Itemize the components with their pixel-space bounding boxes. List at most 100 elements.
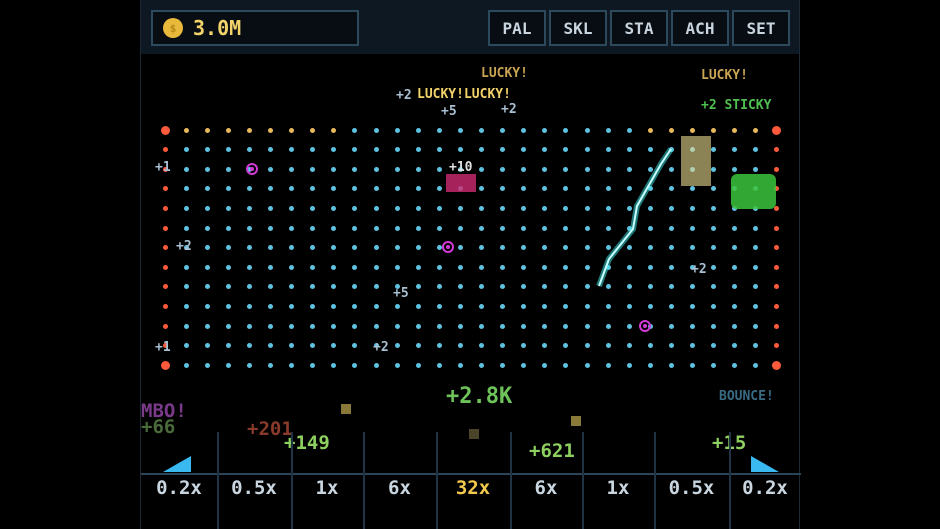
peg xyxy=(289,205,295,211)
peg xyxy=(373,166,379,172)
peg xyxy=(183,264,189,270)
peg xyxy=(394,225,400,231)
peg xyxy=(373,225,379,231)
edge-peg xyxy=(772,360,782,370)
peg xyxy=(605,147,611,153)
floating-text: LUCKY!LUCKY! xyxy=(417,87,511,102)
peg xyxy=(436,127,442,133)
peg xyxy=(584,166,590,172)
edge-peg xyxy=(162,225,168,231)
edge-peg xyxy=(774,225,780,231)
peg xyxy=(542,205,548,211)
peg xyxy=(732,264,738,270)
peg xyxy=(246,303,252,309)
peg xyxy=(753,362,759,368)
peg xyxy=(289,166,295,172)
peg xyxy=(331,245,337,251)
slot-separator xyxy=(436,432,438,529)
slot-separator xyxy=(291,432,293,529)
particle-cluster xyxy=(446,174,476,192)
peg xyxy=(500,225,506,231)
peg xyxy=(500,303,506,309)
peg xyxy=(711,284,717,290)
stats-button[interactable]: STA xyxy=(610,10,668,46)
peg xyxy=(647,343,653,349)
peg xyxy=(415,245,421,251)
palette-button[interactable]: PAL xyxy=(488,10,546,46)
floating-text: LUCKY! xyxy=(481,66,528,81)
peg xyxy=(394,303,400,309)
peg xyxy=(479,264,484,270)
floating-text: MBO! xyxy=(141,400,187,422)
peg xyxy=(690,362,695,368)
edge-peg xyxy=(774,343,780,349)
peg xyxy=(204,245,210,251)
peg xyxy=(542,303,548,309)
peg xyxy=(246,186,252,192)
peg xyxy=(521,264,527,270)
peg xyxy=(373,303,379,309)
floating-text: +2 xyxy=(396,88,412,103)
peg xyxy=(542,147,548,153)
peg xyxy=(626,343,632,349)
peg xyxy=(563,225,569,231)
peg xyxy=(542,225,548,231)
peg xyxy=(415,186,421,192)
peg xyxy=(204,303,210,309)
peg xyxy=(626,245,632,251)
peg xyxy=(268,147,273,153)
balance-value: 3.0M xyxy=(193,16,242,40)
peg xyxy=(584,147,590,153)
floating-text: +1 xyxy=(155,160,171,175)
peg xyxy=(373,147,379,153)
achievements-button[interactable]: ACH xyxy=(671,10,729,46)
peg xyxy=(331,166,337,172)
peg xyxy=(732,245,738,251)
peg xyxy=(310,323,316,329)
peg xyxy=(711,245,717,251)
peg xyxy=(690,323,695,329)
peg xyxy=(668,245,674,251)
left-bumper-icon xyxy=(163,456,191,472)
peg xyxy=(479,127,484,133)
peg xyxy=(183,323,189,329)
peg xyxy=(626,127,632,133)
peg xyxy=(373,205,379,211)
peg xyxy=(584,186,590,192)
peg xyxy=(457,323,463,329)
portal-ring-icon xyxy=(442,241,454,253)
peg xyxy=(542,186,548,192)
peg xyxy=(394,245,400,251)
peg xyxy=(479,225,484,231)
edge-peg xyxy=(162,323,168,329)
peg xyxy=(436,284,442,290)
peg xyxy=(352,147,358,153)
peg xyxy=(500,284,506,290)
peg xyxy=(500,245,506,251)
plinko-board[interactable]: LUCKY! +2 LUCKY!LUCKY! LUCKY! +2 STICKY … xyxy=(141,54,801,529)
floating-text: BOUNCE! xyxy=(719,389,774,404)
peg xyxy=(289,127,295,133)
skills-button[interactable]: SKL xyxy=(549,10,607,46)
peg xyxy=(225,362,231,368)
peg xyxy=(563,362,569,368)
peg xyxy=(331,323,337,329)
particle xyxy=(571,416,581,426)
peg xyxy=(436,147,442,153)
settings-button[interactable]: SET xyxy=(732,10,790,46)
peg xyxy=(500,323,506,329)
peg xyxy=(605,362,611,368)
peg xyxy=(521,166,527,172)
peg xyxy=(394,362,400,368)
peg xyxy=(647,186,653,192)
peg xyxy=(331,225,337,231)
peg xyxy=(584,343,590,349)
peg xyxy=(479,147,484,153)
peg xyxy=(331,186,337,192)
peg xyxy=(647,166,653,172)
peg xyxy=(246,362,252,368)
peg xyxy=(246,127,252,133)
peg xyxy=(183,205,189,211)
floating-text: +66 xyxy=(141,416,176,438)
peg xyxy=(500,127,506,133)
